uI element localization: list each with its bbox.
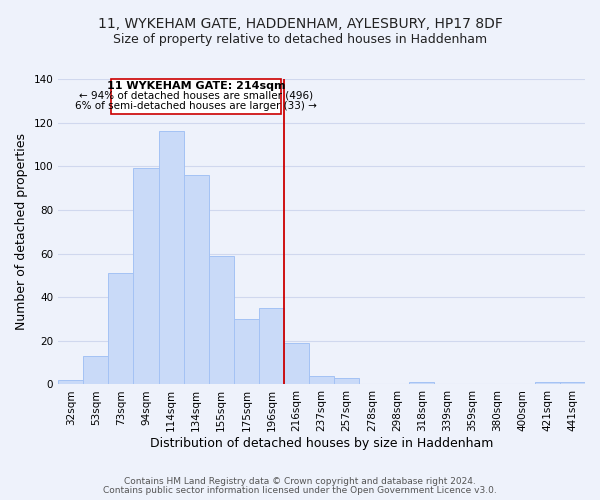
Bar bbox=[133, 168, 158, 384]
X-axis label: Distribution of detached houses by size in Haddenham: Distribution of detached houses by size … bbox=[150, 437, 493, 450]
Text: 6% of semi-detached houses are larger (33) →: 6% of semi-detached houses are larger (3… bbox=[75, 102, 317, 112]
Text: ← 94% of detached houses are smaller (496): ← 94% of detached houses are smaller (49… bbox=[79, 90, 313, 101]
FancyBboxPatch shape bbox=[111, 79, 281, 114]
Text: Contains public sector information licensed under the Open Government Licence v3: Contains public sector information licen… bbox=[103, 486, 497, 495]
Text: 11, WYKEHAM GATE, HADDENHAM, AYLESBURY, HP17 8DF: 11, WYKEHAM GATE, HADDENHAM, AYLESBURY, … bbox=[98, 18, 502, 32]
Bar bbox=[209, 256, 234, 384]
Bar bbox=[334, 378, 359, 384]
Bar bbox=[109, 273, 133, 384]
Bar bbox=[158, 132, 184, 384]
Text: Size of property relative to detached houses in Haddenham: Size of property relative to detached ho… bbox=[113, 32, 487, 46]
Text: 11 WYKEHAM GATE: 214sqm: 11 WYKEHAM GATE: 214sqm bbox=[107, 80, 286, 90]
Bar bbox=[83, 356, 109, 384]
Bar bbox=[560, 382, 585, 384]
Bar bbox=[184, 175, 209, 384]
Bar bbox=[234, 319, 259, 384]
Bar bbox=[284, 343, 309, 384]
Bar bbox=[309, 376, 334, 384]
Bar bbox=[259, 308, 284, 384]
Bar bbox=[409, 382, 434, 384]
Bar bbox=[58, 380, 83, 384]
Y-axis label: Number of detached properties: Number of detached properties bbox=[15, 133, 28, 330]
Text: Contains HM Land Registry data © Crown copyright and database right 2024.: Contains HM Land Registry data © Crown c… bbox=[124, 477, 476, 486]
Bar bbox=[535, 382, 560, 384]
